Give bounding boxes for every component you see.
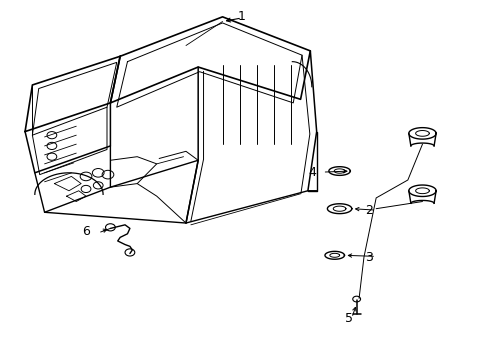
Text: 3: 3 [364,251,372,264]
Text: 2: 2 [364,204,372,217]
Text: 1: 1 [238,10,245,23]
Text: 5: 5 [345,311,353,325]
Text: 4: 4 [308,166,316,179]
Text: 6: 6 [82,225,90,238]
